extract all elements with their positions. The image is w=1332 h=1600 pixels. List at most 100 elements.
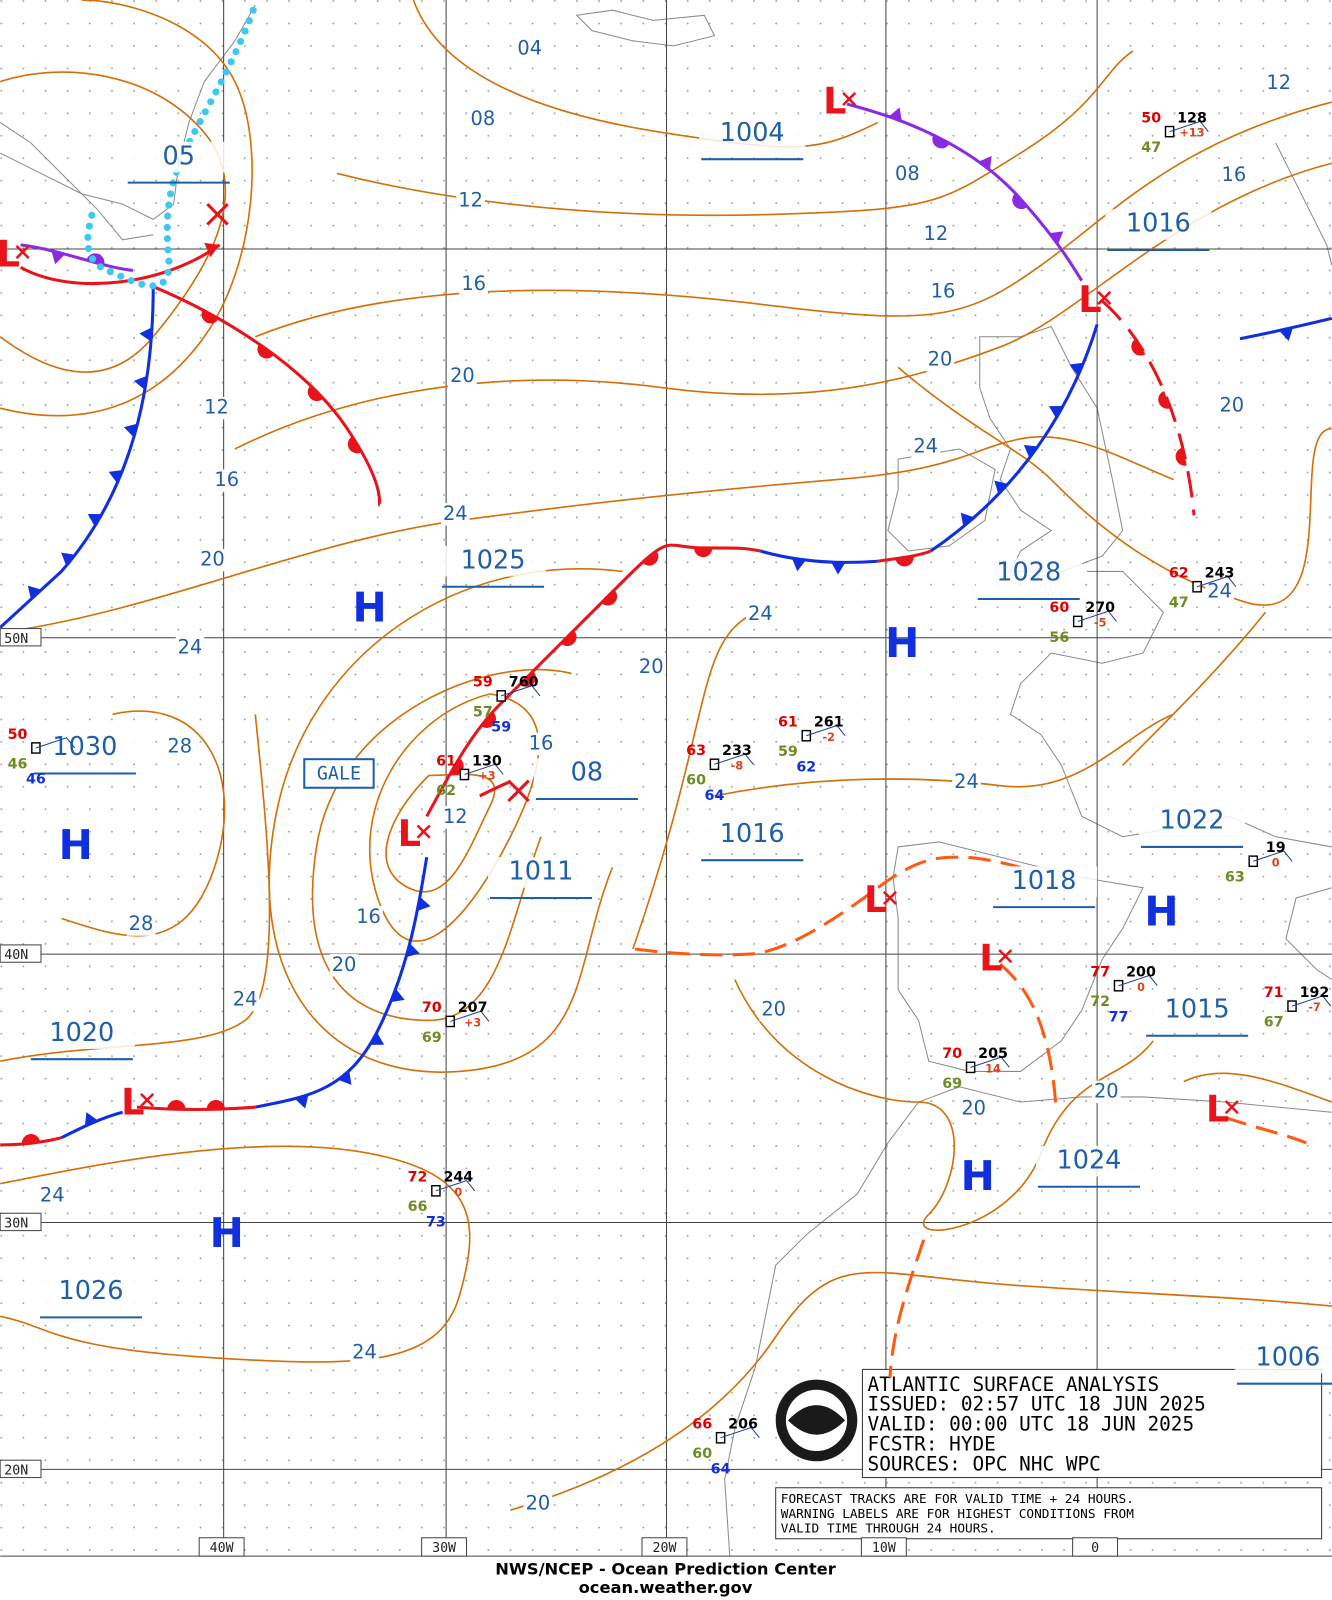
front xyxy=(634,855,1021,957)
front-triangle xyxy=(139,327,153,342)
isobar xyxy=(0,1145,471,1363)
station-temp: 62 xyxy=(1169,566,1189,582)
front-triangle xyxy=(1023,445,1038,459)
isobar-label: 12 xyxy=(204,396,229,419)
station-dewpoint: 59 xyxy=(778,744,798,760)
ice-edge xyxy=(84,6,257,290)
front xyxy=(1224,1115,1307,1145)
isobar-label-bg xyxy=(952,771,981,794)
front-triangle xyxy=(1279,327,1293,341)
front-triangle xyxy=(994,480,1009,495)
isobar-label: 20 xyxy=(1094,1079,1119,1102)
front-semicircle xyxy=(1158,390,1171,409)
lon-label: 20W xyxy=(653,1541,677,1556)
isobar-label-bg xyxy=(468,108,498,131)
station-tendency: -8 xyxy=(731,759,744,772)
wind-barb xyxy=(806,724,846,737)
isobar-label: 24 xyxy=(443,502,468,525)
pressure-center-label: 1026 xyxy=(59,1276,124,1306)
isobar-label-bg xyxy=(198,548,227,572)
isobar-label-bg xyxy=(746,603,775,626)
fronts xyxy=(0,6,1332,1378)
low-x xyxy=(842,91,857,107)
station-temp: 66 xyxy=(692,1417,712,1433)
low-center: L xyxy=(864,878,887,921)
isobar xyxy=(336,50,1134,217)
front xyxy=(999,963,1058,1113)
label-bg xyxy=(533,758,640,789)
front-triangle xyxy=(888,107,903,122)
front-triangle xyxy=(1048,405,1064,419)
lat-label-bg xyxy=(0,944,42,963)
isobar xyxy=(734,979,1154,1231)
isobar-label: 08 xyxy=(895,162,920,185)
wind-barb xyxy=(501,685,541,697)
station-symbol xyxy=(1072,615,1083,628)
label-bg xyxy=(487,857,595,888)
station-dewpoint: 60 xyxy=(686,773,706,789)
isobar-label: 20 xyxy=(761,998,786,1021)
front-semicircle xyxy=(307,385,324,402)
station-sst: 64 xyxy=(705,788,725,804)
front-semicircle xyxy=(21,1134,41,1145)
isobar-label-bg xyxy=(1264,72,1294,95)
pressure-center-label: 1024 xyxy=(1057,1145,1122,1175)
station-tendency: -5 xyxy=(1094,617,1107,630)
station-temp: 60 xyxy=(1049,600,1069,616)
high-center: H xyxy=(885,619,919,667)
isobar-label: 16 xyxy=(214,468,239,491)
note-line: FORECAST TRACKS ARE FOR VALID TIME + 24 … xyxy=(781,1492,1134,1507)
pressure-center-label: 1025 xyxy=(461,545,526,575)
isobar-label-bg xyxy=(126,913,156,936)
station-dewpoint: 72 xyxy=(1090,994,1110,1010)
front-triangle xyxy=(133,375,148,390)
pressure-center-label: 1030 xyxy=(52,732,117,762)
pressure-center-label: 1004 xyxy=(720,118,785,148)
label-bg xyxy=(975,558,1082,589)
station-pressure: 192 xyxy=(1300,985,1330,1001)
wind-barb xyxy=(450,1010,490,1022)
station-pressure: 130 xyxy=(472,753,502,769)
isobar-label: 16 xyxy=(931,279,956,302)
isobar xyxy=(897,366,1332,606)
front xyxy=(60,1110,124,1140)
isobar xyxy=(1122,611,1267,766)
isobar-label-bg xyxy=(526,732,556,756)
isobar-label-bg xyxy=(1219,164,1249,187)
label-bg xyxy=(37,1276,145,1308)
station-pressure: 270 xyxy=(1085,600,1115,616)
front-semicircle xyxy=(520,671,536,687)
low-center: L xyxy=(823,79,846,122)
front xyxy=(1101,299,1196,516)
isobar-label: 24 xyxy=(178,635,203,658)
isobar-label-bg xyxy=(1217,394,1247,418)
isobar-label: 16 xyxy=(1222,163,1247,186)
lon-label-bg xyxy=(1072,1537,1119,1557)
station-pressure: 261 xyxy=(814,715,844,731)
station-pressure: 760 xyxy=(509,675,539,691)
isobar xyxy=(0,435,1174,634)
isobar-label: 04 xyxy=(517,36,542,59)
isobar-label-bg xyxy=(212,469,241,492)
isobar-label-bg xyxy=(329,954,359,977)
high-center: H xyxy=(961,1152,995,1200)
label-bg xyxy=(1035,1145,1143,1177)
front-triangle xyxy=(338,1070,352,1085)
wind-barb xyxy=(1253,850,1293,862)
isobar xyxy=(385,773,496,893)
isobar xyxy=(714,713,1174,797)
isobar xyxy=(234,162,1332,450)
isobar-label-bg xyxy=(456,189,485,213)
isobar-label: 08 xyxy=(471,107,496,130)
low-x xyxy=(15,245,30,260)
isobar xyxy=(268,568,623,1073)
station-dewpoint: 47 xyxy=(1169,595,1189,611)
isobar-label: 16 xyxy=(529,731,554,754)
front-triangle xyxy=(1069,362,1084,376)
station-temp: 61 xyxy=(436,753,456,769)
station-temp: 63 xyxy=(686,743,706,759)
label-bg xyxy=(439,545,547,577)
front-semicircle xyxy=(932,134,950,149)
pressure-center-label: 1028 xyxy=(996,558,1061,588)
footer-agency: NWS/NCEP - Ocean Prediction Center xyxy=(495,1559,836,1578)
